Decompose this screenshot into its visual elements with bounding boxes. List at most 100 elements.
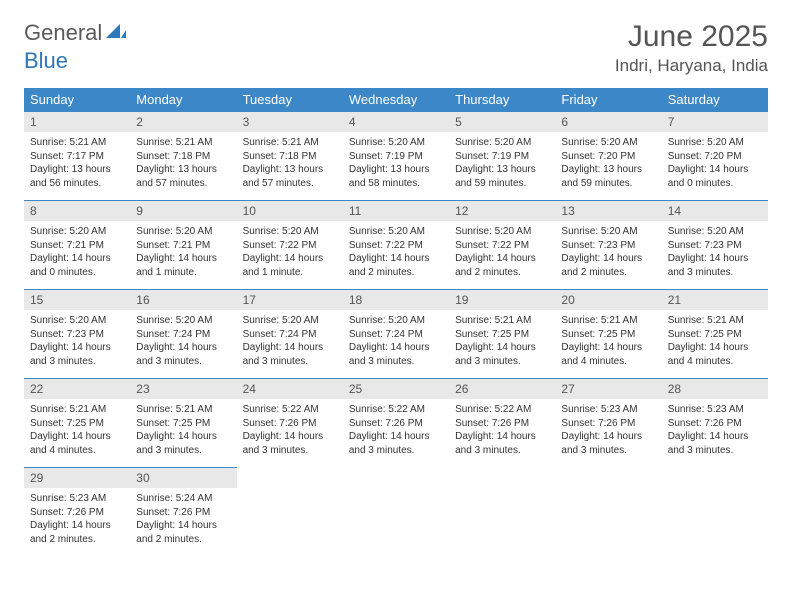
day-body: Sunrise: 5:21 AMSunset: 7:25 PMDaylight:… [130, 399, 236, 467]
daylight-text: Daylight: 14 hours and 2 minutes. [455, 252, 549, 279]
sunset-text: Sunset: 7:25 PM [136, 417, 230, 431]
day-number: 12 [449, 201, 555, 221]
weekday-header: Monday [130, 88, 236, 112]
sunset-text: Sunset: 7:25 PM [455, 328, 549, 342]
sunset-text: Sunset: 7:24 PM [349, 328, 443, 342]
sunset-text: Sunset: 7:26 PM [243, 417, 337, 431]
day-number: 18 [343, 290, 449, 310]
day-number: 7 [662, 112, 768, 132]
day-number: 1 [24, 112, 130, 132]
day-number: 17 [237, 290, 343, 310]
day-body: Sunrise: 5:24 AMSunset: 7:26 PMDaylight:… [130, 488, 236, 556]
calendar-header-row: Sunday Monday Tuesday Wednesday Thursday… [24, 88, 768, 112]
sunset-text: Sunset: 7:21 PM [30, 239, 124, 253]
day-number: 2 [130, 112, 236, 132]
sunrise-text: Sunrise: 5:20 AM [136, 314, 230, 328]
calendar-day-cell: 4Sunrise: 5:20 AMSunset: 7:19 PMDaylight… [343, 112, 449, 201]
sunset-text: Sunset: 7:26 PM [668, 417, 762, 431]
sunset-text: Sunset: 7:19 PM [455, 150, 549, 164]
weekday-header: Saturday [662, 88, 768, 112]
sunset-text: Sunset: 7:24 PM [136, 328, 230, 342]
day-number: 14 [662, 201, 768, 221]
sunrise-text: Sunrise: 5:20 AM [561, 136, 655, 150]
day-number: 24 [237, 379, 343, 399]
day-body: Sunrise: 5:21 AMSunset: 7:25 PMDaylight:… [449, 310, 555, 378]
sunrise-text: Sunrise: 5:20 AM [561, 225, 655, 239]
day-number: 5 [449, 112, 555, 132]
calendar-day-cell: 5Sunrise: 5:20 AMSunset: 7:19 PMDaylight… [449, 112, 555, 201]
day-number: 29 [24, 468, 130, 488]
day-body: Sunrise: 5:20 AMSunset: 7:22 PMDaylight:… [343, 221, 449, 289]
day-body: Sunrise: 5:20 AMSunset: 7:20 PMDaylight:… [662, 132, 768, 200]
day-body: Sunrise: 5:20 AMSunset: 7:21 PMDaylight:… [130, 221, 236, 289]
day-number: 30 [130, 468, 236, 488]
sunrise-text: Sunrise: 5:21 AM [136, 403, 230, 417]
sunset-text: Sunset: 7:20 PM [561, 150, 655, 164]
day-number: 26 [449, 379, 555, 399]
sunset-text: Sunset: 7:18 PM [243, 150, 337, 164]
daylight-text: Daylight: 14 hours and 3 minutes. [349, 341, 443, 368]
day-number: 21 [662, 290, 768, 310]
daylight-text: Daylight: 13 hours and 59 minutes. [561, 163, 655, 190]
day-body: Sunrise: 5:22 AMSunset: 7:26 PMDaylight:… [449, 399, 555, 467]
sunset-text: Sunset: 7:26 PM [30, 506, 124, 520]
daylight-text: Daylight: 14 hours and 2 minutes. [561, 252, 655, 279]
day-body: Sunrise: 5:20 AMSunset: 7:24 PMDaylight:… [130, 310, 236, 378]
sunrise-text: Sunrise: 5:21 AM [243, 136, 337, 150]
daylight-text: Daylight: 14 hours and 1 minute. [136, 252, 230, 279]
logo: General [24, 20, 128, 46]
day-body: Sunrise: 5:20 AMSunset: 7:23 PMDaylight:… [24, 310, 130, 378]
daylight-text: Daylight: 14 hours and 3 minutes. [561, 430, 655, 457]
day-number: 9 [130, 201, 236, 221]
sunrise-text: Sunrise: 5:24 AM [136, 492, 230, 506]
day-number: 25 [343, 379, 449, 399]
sunrise-text: Sunrise: 5:21 AM [30, 403, 124, 417]
sunrise-text: Sunrise: 5:23 AM [668, 403, 762, 417]
calendar-week-row: 15Sunrise: 5:20 AMSunset: 7:23 PMDayligh… [24, 290, 768, 379]
sunset-text: Sunset: 7:19 PM [349, 150, 443, 164]
daylight-text: Daylight: 14 hours and 3 minutes. [243, 430, 337, 457]
sunset-text: Sunset: 7:23 PM [668, 239, 762, 253]
day-number: 22 [24, 379, 130, 399]
calendar-day-cell: 6Sunrise: 5:20 AMSunset: 7:20 PMDaylight… [555, 112, 661, 201]
logo-text-blue: Blue [24, 48, 68, 73]
daylight-text: Daylight: 14 hours and 2 minutes. [30, 519, 124, 546]
calendar-day-cell: 10Sunrise: 5:20 AMSunset: 7:22 PMDayligh… [237, 201, 343, 290]
calendar-day-cell: 17Sunrise: 5:20 AMSunset: 7:24 PMDayligh… [237, 290, 343, 379]
sunrise-text: Sunrise: 5:22 AM [243, 403, 337, 417]
daylight-text: Daylight: 14 hours and 3 minutes. [136, 341, 230, 368]
sunset-text: Sunset: 7:22 PM [455, 239, 549, 253]
sunset-text: Sunset: 7:22 PM [349, 239, 443, 253]
daylight-text: Daylight: 13 hours and 56 minutes. [30, 163, 124, 190]
calendar-day-cell [662, 468, 768, 557]
day-body: Sunrise: 5:20 AMSunset: 7:22 PMDaylight:… [237, 221, 343, 289]
daylight-text: Daylight: 14 hours and 3 minutes. [455, 430, 549, 457]
calendar-day-cell: 20Sunrise: 5:21 AMSunset: 7:25 PMDayligh… [555, 290, 661, 379]
calendar-day-cell: 9Sunrise: 5:20 AMSunset: 7:21 PMDaylight… [130, 201, 236, 290]
weekday-header: Tuesday [237, 88, 343, 112]
day-number: 16 [130, 290, 236, 310]
sunrise-text: Sunrise: 5:21 AM [668, 314, 762, 328]
calendar-day-cell: 27Sunrise: 5:23 AMSunset: 7:26 PMDayligh… [555, 379, 661, 468]
logo-text-gray: General [24, 20, 102, 46]
logo-blue-row: Blue [24, 48, 68, 74]
calendar-day-cell: 29 Sunrise: 5:23 AMSunset: 7:26 PMDayligh… [24, 468, 130, 557]
day-body: Sunrise: 5:20 AMSunset: 7:24 PMDaylight:… [237, 310, 343, 378]
sunrise-text: Sunrise: 5:23 AM [30, 492, 124, 506]
day-number: 13 [555, 201, 661, 221]
daylight-text: Daylight: 14 hours and 3 minutes. [668, 430, 762, 457]
day-body: Sunrise: 5:20 AMSunset: 7:20 PMDaylight:… [555, 132, 661, 200]
calendar-day-cell: 1Sunrise: 5:21 AMSunset: 7:17 PMDaylight… [24, 112, 130, 201]
calendar-day-cell: 7Sunrise: 5:20 AMSunset: 7:20 PMDaylight… [662, 112, 768, 201]
daylight-text: Daylight: 14 hours and 2 minutes. [136, 519, 230, 546]
sunrise-text: Sunrise: 5:20 AM [349, 136, 443, 150]
daylight-text: Daylight: 14 hours and 2 minutes. [349, 252, 443, 279]
calendar-day-cell [343, 468, 449, 557]
daylight-text: Daylight: 14 hours and 3 minutes. [243, 341, 337, 368]
day-body: Sunrise: 5:20 AMSunset: 7:19 PMDaylight:… [343, 132, 449, 200]
sunrise-text: Sunrise: 5:20 AM [30, 314, 124, 328]
sunset-text: Sunset: 7:25 PM [30, 417, 124, 431]
logo-sail-icon [106, 22, 126, 45]
sunset-text: Sunset: 7:23 PM [30, 328, 124, 342]
calendar-day-cell: 2Sunrise: 5:21 AMSunset: 7:18 PMDaylight… [130, 112, 236, 201]
